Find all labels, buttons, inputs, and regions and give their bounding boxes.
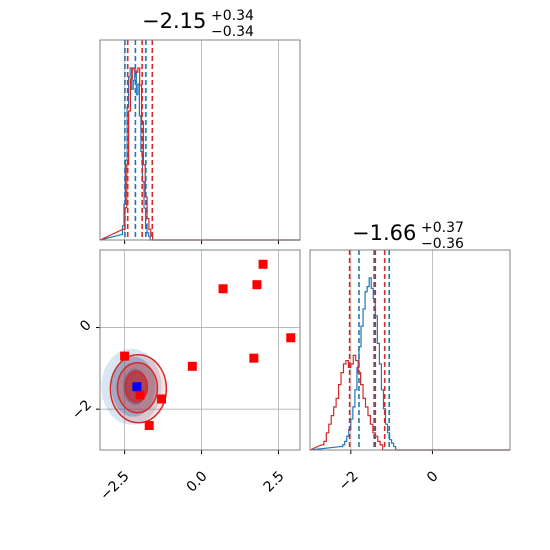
x-tick-label-1: −2.5 xyxy=(97,468,132,503)
red-point-7 xyxy=(249,353,259,363)
red-point-6 xyxy=(218,284,228,294)
title-param-1-value: −2.15 xyxy=(142,9,206,33)
marginal-y-panel xyxy=(309,249,511,454)
y-tick-label-1: 0 xyxy=(77,317,95,335)
red-point-1 xyxy=(120,351,130,361)
top-panel-frame xyxy=(99,39,301,241)
title-param-1-minus: −0.34 xyxy=(211,24,254,40)
red-point-2 xyxy=(135,390,145,400)
y-tick-label-2: −2 xyxy=(69,397,95,423)
joint-panel-frame xyxy=(99,249,301,451)
red-point-5 xyxy=(187,361,197,371)
histogram-x-red xyxy=(99,67,300,241)
x-tick-label-2: 0.0 xyxy=(184,468,211,495)
red-point-10 xyxy=(286,333,296,343)
marginal-x-panel xyxy=(99,39,301,244)
x2-tick-label-2: 0 xyxy=(424,468,442,486)
right-panel-frame xyxy=(309,249,511,451)
red-point-8 xyxy=(252,280,262,290)
red-point-4 xyxy=(157,394,167,404)
x-tick-label-3: 2.5 xyxy=(261,468,288,495)
histogram-y-blue xyxy=(309,277,510,451)
red-point-3 xyxy=(144,421,154,431)
truth-point xyxy=(132,382,142,392)
title-param-2-plus: +0.37 xyxy=(421,220,464,236)
x2-tick-label-1: −2 xyxy=(336,468,362,494)
joint-panel xyxy=(96,249,301,454)
red-point-9 xyxy=(258,259,268,269)
title-param-2-value: −1.66 xyxy=(352,221,416,245)
histogram-y-red xyxy=(309,354,510,451)
title-param-1-plus: +0.34 xyxy=(211,8,254,24)
title-param-2-minus: −0.36 xyxy=(421,236,464,252)
